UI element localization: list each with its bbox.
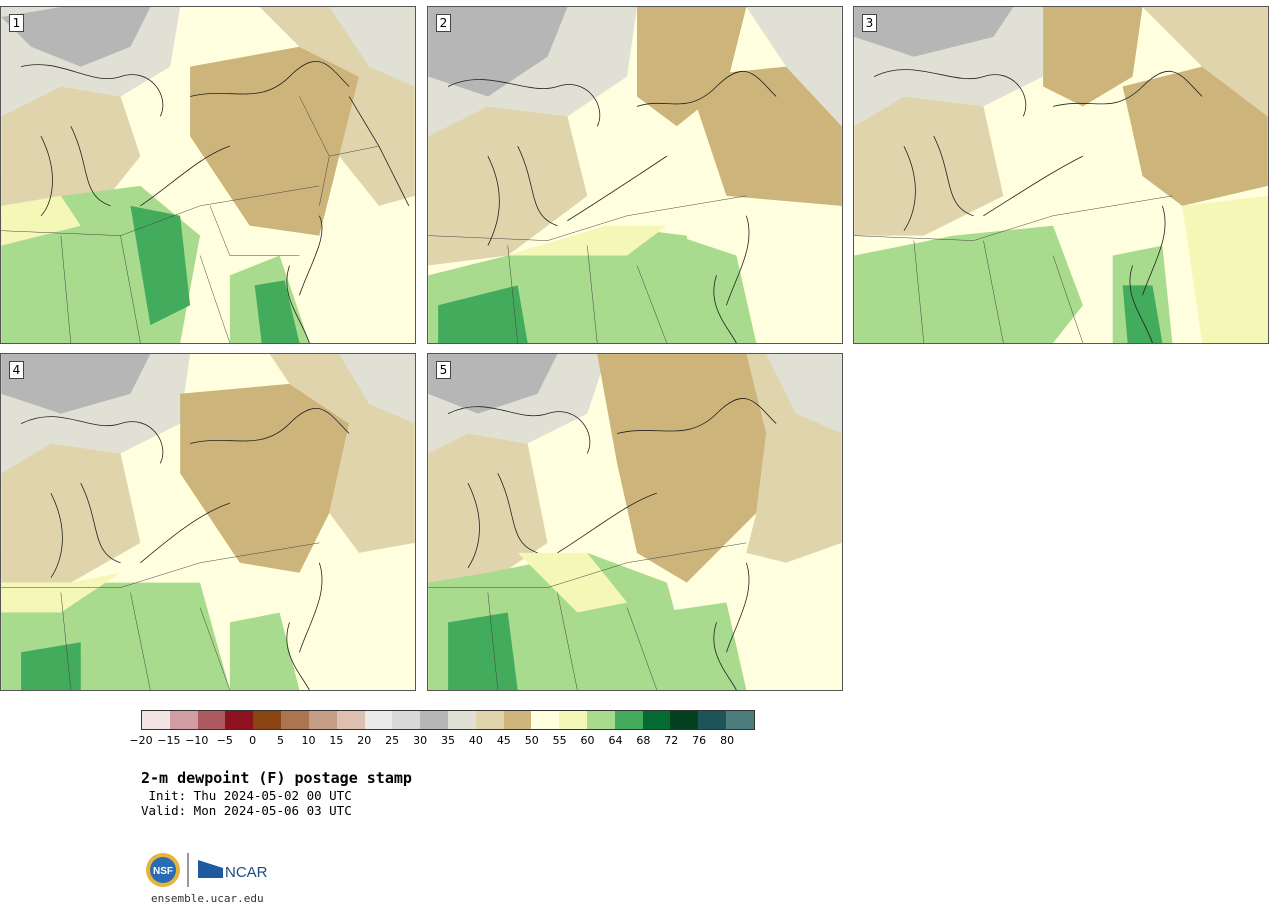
- colorbar-tick-7: 15: [329, 734, 344, 747]
- valid-time: Valid: Mon 2024-05-06 03 UTC: [141, 803, 352, 818]
- colorbar-swatch-17: [614, 711, 643, 729]
- colorbar-swatch-19: [670, 711, 699, 729]
- colorbar-swatch-7: [336, 711, 365, 729]
- colorbar-swatch-6: [308, 711, 337, 729]
- colorbar-tick-1: −15: [157, 734, 181, 747]
- colorbar-swatch-18: [642, 711, 671, 729]
- colorbar-tick-12: 40: [468, 734, 483, 747]
- dewpoint-map-4: [1, 354, 415, 690]
- colorbar-swatch-10: [420, 711, 448, 729]
- colorbar-swatch-1: [169, 711, 198, 729]
- colorbar-swatch-2: [197, 711, 226, 729]
- panel-number-4: 4: [9, 361, 24, 379]
- nsf-ncar-logo: NSF NCAR: [146, 853, 268, 887]
- colorbar-swatch-16: [587, 711, 615, 729]
- colorbar-tick-17: 64: [608, 734, 623, 747]
- svg-text:NCAR: NCAR: [225, 864, 268, 881]
- colorbar-swatch-8: [364, 711, 393, 729]
- map-panel-2: 2: [427, 6, 843, 344]
- dewpoint-map-3: [854, 7, 1268, 343]
- map-panel-3: 3: [853, 6, 1269, 344]
- colorbar-tick-4: 0: [249, 734, 257, 747]
- site-url: ensemble.ucar.edu: [151, 892, 264, 905]
- colorbar-swatch-0: [142, 711, 170, 729]
- colorbar-tick-11: 35: [441, 734, 455, 747]
- colorbar-tick-20: 76: [692, 734, 707, 747]
- colorbar-swatch-5: [281, 711, 309, 729]
- colorbar-swatch-11: [447, 711, 476, 729]
- ncar-logo-icon: NCAR: [198, 860, 268, 881]
- nsf-logo-icon: NSF: [146, 853, 180, 887]
- map-panel-1: 1: [0, 6, 416, 344]
- dewpoint-map-2: [428, 7, 842, 343]
- chart-title: 2-m dewpoint (F) postage stamp: [141, 769, 412, 787]
- colorbar-tick-18: 68: [636, 734, 651, 747]
- colorbar-tick-2: −10: [185, 734, 209, 747]
- colorbar-tick-15: 55: [552, 734, 567, 747]
- panel-number-1: 1: [9, 14, 24, 32]
- map-panel-5: 5: [427, 353, 843, 691]
- colorbar-swatch-3: [225, 711, 254, 729]
- colorbar-swatch-4: [253, 711, 282, 729]
- colorbar-tick-labels: −20 −15 −10 −5 0 5 10 15 20 25 30 35 40 45 50 55 60 64 68 7…: [129, 734, 755, 748]
- colorbar-swatch-21: [726, 711, 754, 729]
- colorbar-tick-13: 45: [496, 734, 511, 747]
- panel-number-5: 5: [436, 361, 451, 379]
- colorbar-swatch-13: [503, 711, 532, 729]
- svg-text:NSF: NSF: [153, 866, 173, 877]
- colorbar-tick-3: −5: [216, 734, 233, 747]
- dewpoint-map-5: [428, 354, 842, 690]
- colorbar-swatch-9: [392, 711, 421, 729]
- colorbar-tick-8: 20: [357, 734, 372, 747]
- colorbar-tick-6: 10: [301, 734, 316, 747]
- colorbar-tick-9: 25: [385, 734, 400, 747]
- colorbar-tick-5: 5: [277, 734, 285, 747]
- init-time: Init: Thu 2024-05-02 00 UTC: [141, 788, 352, 803]
- colorbar-tick-14: 50: [524, 734, 539, 747]
- dewpoint-colorbar: [141, 710, 755, 730]
- colorbar-swatch-14: [531, 711, 560, 729]
- panel-number-3: 3: [862, 14, 877, 32]
- colorbar-tick-10: 30: [413, 734, 428, 747]
- panel-number-2: 2: [436, 14, 451, 32]
- colorbar-swatch-12: [475, 711, 504, 729]
- colorbar-tick-21: 80: [720, 734, 735, 747]
- colorbar-swatch-20: [698, 711, 727, 729]
- colorbar-swatch-15: [559, 711, 587, 729]
- colorbar-tick-0: −20: [129, 734, 153, 747]
- colorbar-tick-19: 72: [664, 734, 679, 747]
- map-panel-4: 4: [0, 353, 416, 691]
- dewpoint-map-1: [1, 7, 415, 343]
- colorbar-tick-16: 60: [580, 734, 595, 747]
